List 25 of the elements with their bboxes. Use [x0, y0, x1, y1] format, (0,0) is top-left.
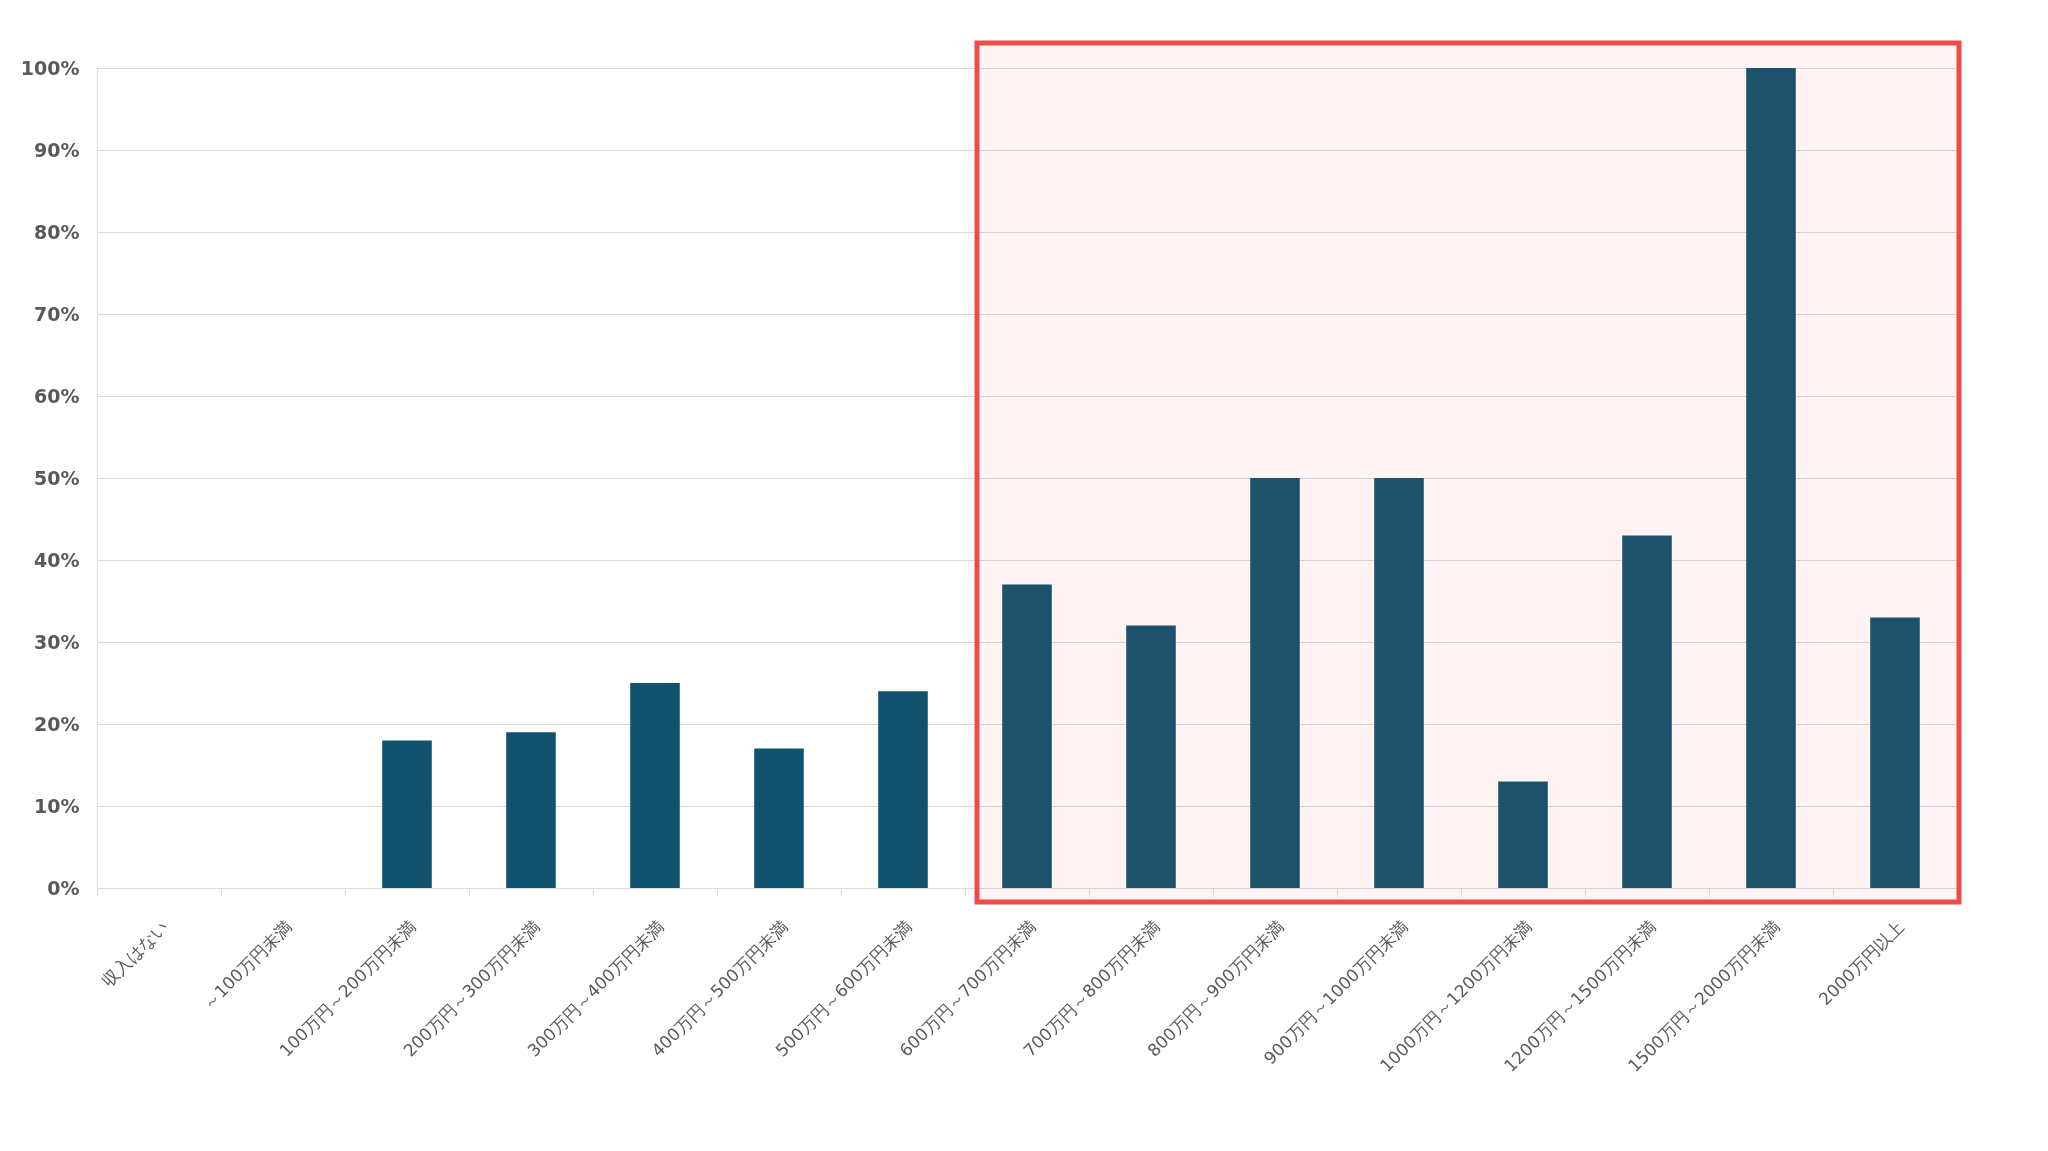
- bar: [1126, 625, 1176, 888]
- bar: [1746, 68, 1796, 888]
- bar: [1002, 584, 1052, 888]
- bar: [1622, 535, 1672, 888]
- y-tick-label: 20%: [34, 712, 80, 735]
- y-tick-label: 60%: [34, 384, 80, 407]
- bar: [630, 683, 680, 888]
- bar: [1870, 617, 1920, 888]
- y-tick-label: 40%: [34, 548, 80, 571]
- y-tick-label: 0%: [47, 876, 80, 899]
- bar: [382, 740, 432, 888]
- y-tick-label: 70%: [34, 302, 80, 325]
- bar: [1250, 478, 1300, 888]
- y-tick-label: 90%: [34, 138, 80, 161]
- bar: [754, 748, 804, 888]
- bar: [1498, 781, 1548, 888]
- y-tick-label: 10%: [34, 794, 80, 817]
- bar: [878, 691, 928, 888]
- y-tick-label: 30%: [34, 630, 80, 653]
- y-tick-label: 80%: [34, 220, 80, 243]
- bar: [506, 732, 556, 888]
- bar: [1374, 478, 1424, 888]
- y-tick-label: 100%: [20, 56, 80, 79]
- y-tick-label: 50%: [34, 466, 80, 489]
- x-tick-label: 収入はない: [97, 916, 172, 991]
